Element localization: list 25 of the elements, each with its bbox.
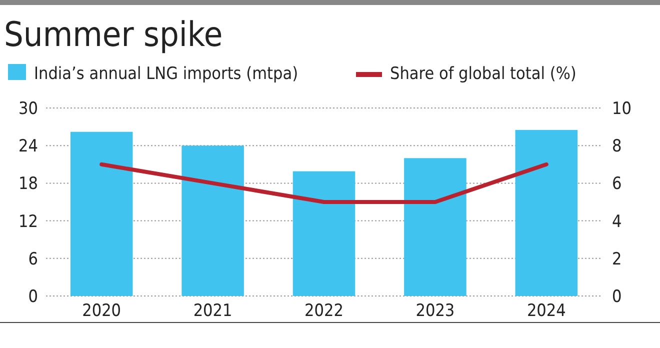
bar bbox=[182, 146, 244, 296]
bar bbox=[515, 130, 578, 296]
chart-title: Summer spike bbox=[4, 15, 223, 55]
bar bbox=[404, 158, 466, 296]
y2-tick-label: 10 bbox=[612, 98, 632, 119]
y-tick-label: 0 bbox=[28, 286, 38, 307]
y-tick-label: 24 bbox=[18, 136, 38, 157]
x-tick-label: 2023 bbox=[416, 301, 455, 321]
x-tick-label: 2022 bbox=[304, 301, 344, 321]
y-tick-label: 30 bbox=[18, 98, 38, 119]
bar bbox=[292, 171, 356, 296]
x-tick-label: 2020 bbox=[82, 301, 122, 321]
bar bbox=[70, 132, 133, 296]
y2-tick-label: 8 bbox=[612, 136, 622, 157]
legend-label: India’s annual LNG imports (mtpa) bbox=[34, 64, 298, 84]
x-tick-label: 2021 bbox=[193, 301, 232, 321]
y2-tick-label: 0 bbox=[612, 286, 622, 307]
legend-label: Share of global total (%) bbox=[390, 64, 576, 84]
y2-tick-label: 4 bbox=[612, 212, 622, 232]
y-tick-label: 18 bbox=[18, 174, 38, 194]
y-tick-label: 6 bbox=[28, 249, 38, 270]
y-tick-label: 12 bbox=[18, 212, 38, 232]
y2-tick-label: 2 bbox=[612, 249, 622, 270]
y2-tick-label: 6 bbox=[612, 174, 622, 194]
x-tick-label: 2024 bbox=[526, 301, 566, 321]
